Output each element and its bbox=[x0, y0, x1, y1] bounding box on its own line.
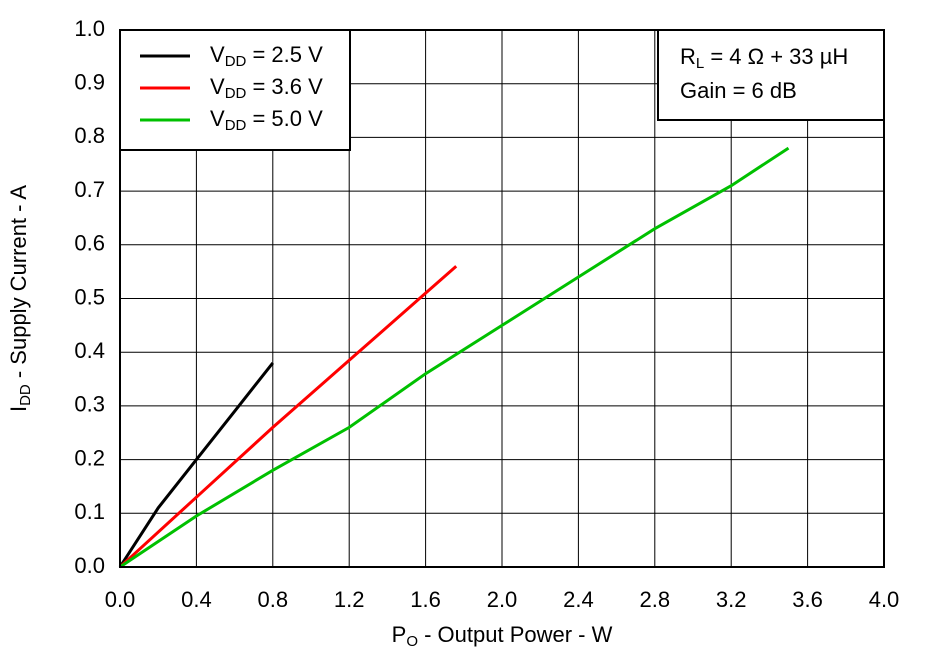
y-tick-label: 0.1 bbox=[74, 499, 105, 524]
y-tick-label: 0.4 bbox=[74, 338, 105, 363]
x-tick-label: 4.0 bbox=[869, 587, 900, 612]
x-tick-label: 0.0 bbox=[105, 587, 136, 612]
x-tick-label: 0.8 bbox=[258, 587, 289, 612]
plot-border bbox=[119, 29, 885, 568]
y-tick-label: 0.3 bbox=[74, 392, 105, 417]
data-line bbox=[118, 361, 274, 568]
x-tick-label: 3.2 bbox=[716, 587, 747, 612]
annotation-box bbox=[657, 29, 885, 121]
y-tick-label: 0.2 bbox=[74, 445, 105, 470]
legend-label: VDD = 2.5 V bbox=[210, 42, 323, 70]
y-tick-label: 0.5 bbox=[74, 284, 105, 309]
x-tick-label: 2.0 bbox=[487, 587, 518, 612]
annotation: Gain = 6 dB bbox=[680, 78, 797, 103]
legend-label: VDD = 3.6 V bbox=[210, 74, 323, 102]
y-tick-label: 0.0 bbox=[74, 553, 105, 578]
y-tick-label: 0.8 bbox=[74, 123, 105, 148]
data-line bbox=[118, 265, 458, 569]
x-tick-label: 3.6 bbox=[792, 587, 823, 612]
legend-label: VDD = 5.0 V bbox=[210, 106, 323, 134]
x-axis-label: PO - Output Power - W bbox=[392, 622, 613, 650]
x-tick-label: 1.6 bbox=[410, 587, 441, 612]
x-tick-label: 0.4 bbox=[181, 587, 212, 612]
y-tick-label: 0.9 bbox=[74, 70, 105, 95]
y-tick-label: 0.6 bbox=[74, 231, 105, 256]
y-tick-label: 1.0 bbox=[74, 16, 105, 41]
x-tick-label: 2.8 bbox=[640, 587, 671, 612]
x-tick-label: 2.4 bbox=[563, 587, 594, 612]
data-line bbox=[119, 146, 790, 569]
legend-box bbox=[119, 29, 351, 151]
x-tick-label: 1.2 bbox=[334, 587, 365, 612]
annotation: RL = 4 Ω + 33 µH bbox=[680, 44, 848, 72]
y-tick-label: 0.7 bbox=[74, 177, 105, 202]
y-axis-label: IDD - Supply Current - A bbox=[6, 185, 34, 412]
